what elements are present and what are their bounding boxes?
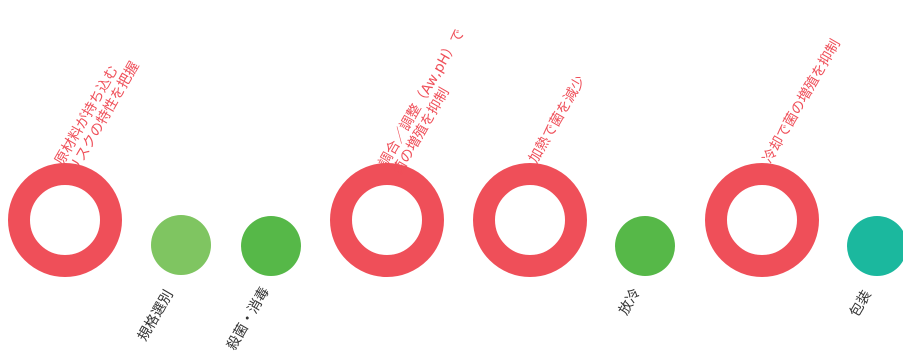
- step-dot-packaging: [847, 216, 903, 276]
- ccp-ring-mixing: [330, 163, 444, 277]
- step-label-text: 殺菌・消毒: [224, 284, 273, 353]
- ccp-ring-cooling: [705, 163, 819, 277]
- step-label-cooling-off: 放冷: [616, 286, 644, 318]
- step-label-text: 規格選別: [135, 287, 177, 344]
- hazard-line: 調合／調整（Aw,pH）で: [376, 26, 469, 170]
- ccp-ring-heating: [473, 163, 587, 277]
- step-dot-cooling-off: [615, 216, 675, 276]
- step-label-text: 包装: [847, 287, 875, 320]
- hazard-line: 加熱で菌を減少: [526, 73, 589, 166]
- hazard-line: 冷却で菌の増殖を抑制: [760, 36, 844, 167]
- step-label-sorting: 規格選別: [135, 288, 177, 344]
- step-label-sterilization: 殺菌・消毒: [224, 284, 273, 353]
- step-label-packaging: 包装: [847, 288, 875, 320]
- hazard-label-heating: 加熱で菌を減少: [526, 73, 589, 166]
- hazard-label-raw-material: 原材料が持ち込む リスクの特性を把握: [52, 51, 143, 176]
- hazard-label-mixing: 調合／調整（Aw,pH）で 菌の増殖を抑制: [376, 27, 482, 178]
- hazard-label-cooling: 冷却で菌の増殖を抑制: [760, 37, 844, 166]
- ccp-ring-raw-material: [8, 163, 122, 277]
- step-dot-sterilization: [241, 216, 301, 276]
- step-label-text: 放冷: [616, 285, 644, 318]
- step-dot-sorting: [151, 215, 211, 275]
